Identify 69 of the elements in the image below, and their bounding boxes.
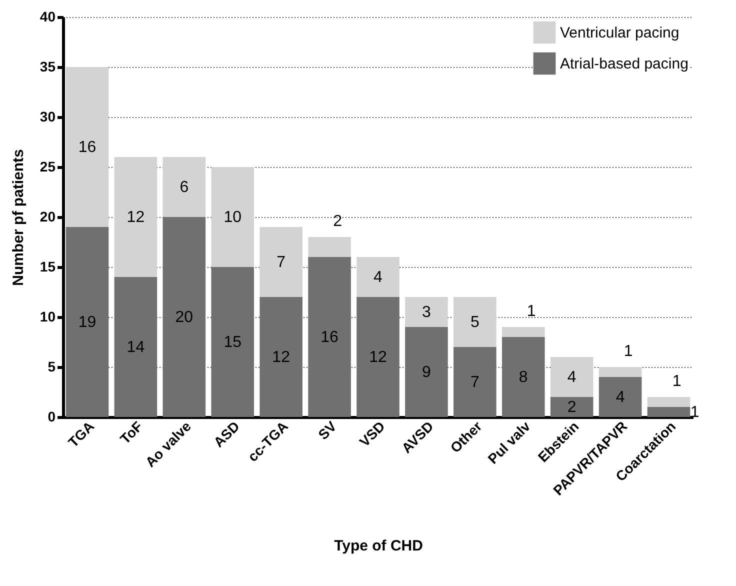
data-label: 3 bbox=[422, 304, 432, 321]
data-label: 7 bbox=[276, 254, 286, 271]
data-label: 4 bbox=[616, 389, 625, 406]
bar bbox=[550, 397, 594, 417]
bar bbox=[598, 377, 642, 417]
bar bbox=[114, 277, 158, 417]
data-label: 12 bbox=[126, 209, 145, 226]
data-label: 20 bbox=[175, 309, 194, 326]
bar bbox=[114, 157, 158, 277]
y-tick-label: 15 bbox=[40, 258, 56, 274]
bar bbox=[66, 67, 109, 227]
bar bbox=[66, 227, 109, 417]
bar bbox=[598, 367, 642, 377]
bar bbox=[308, 257, 351, 417]
x-tick-label: ToF bbox=[116, 418, 146, 447]
bar bbox=[405, 297, 448, 327]
data-label: 4 bbox=[567, 369, 576, 386]
data-label: 6 bbox=[180, 179, 189, 196]
bar bbox=[162, 157, 206, 217]
data-label: 15 bbox=[224, 334, 242, 351]
bar bbox=[162, 217, 206, 417]
bar bbox=[502, 327, 545, 337]
bar bbox=[647, 407, 690, 417]
bar bbox=[211, 267, 254, 417]
x-tick-label: TGA bbox=[64, 418, 98, 450]
data-label: 1 bbox=[526, 303, 536, 320]
bar bbox=[308, 237, 351, 257]
y-tick-label: 0 bbox=[48, 408, 56, 424]
y-tick-label: 20 bbox=[40, 208, 56, 224]
data-label: 12 bbox=[272, 349, 290, 366]
bar bbox=[211, 167, 254, 267]
data-label: 8 bbox=[518, 369, 528, 386]
x-tick-label: VSD bbox=[356, 418, 388, 450]
bar bbox=[502, 337, 545, 417]
bar bbox=[550, 357, 594, 397]
bar bbox=[260, 227, 302, 297]
data-label: 10 bbox=[224, 209, 242, 226]
x-axis-title: Type of CHD bbox=[334, 537, 424, 554]
data-label: 5 bbox=[470, 314, 480, 331]
data-label: 1 bbox=[624, 343, 633, 360]
y-axis-title: Number pf patients bbox=[10, 149, 27, 286]
x-tick-label: Pul valv bbox=[484, 418, 534, 467]
legend-label: Atrial-based pacing bbox=[560, 56, 688, 72]
y-tick-label: 5 bbox=[48, 358, 56, 374]
data-label: 9 bbox=[422, 364, 432, 381]
bar bbox=[454, 347, 496, 417]
data-label: 19 bbox=[78, 314, 96, 331]
bar bbox=[356, 257, 400, 297]
bar bbox=[647, 397, 690, 407]
y-tick-label: 25 bbox=[40, 158, 56, 174]
y-tick-label: 40 bbox=[40, 8, 56, 24]
bar bbox=[356, 297, 400, 417]
data-label: 1 bbox=[672, 373, 682, 390]
y-tick-label: 10 bbox=[40, 308, 56, 324]
data-label: 2 bbox=[567, 399, 576, 416]
data-label: 16 bbox=[320, 329, 339, 346]
data-label: 7 bbox=[470, 374, 480, 391]
data-label: 14 bbox=[126, 339, 145, 356]
data-label: 12 bbox=[369, 349, 387, 366]
bar bbox=[405, 327, 448, 417]
bar bbox=[260, 297, 302, 417]
y-tick-label: 35 bbox=[40, 58, 56, 74]
bar bbox=[454, 297, 496, 347]
data-label: 2 bbox=[333, 213, 342, 230]
legend-label: Ventricular pacing bbox=[560, 24, 680, 42]
x-tick-label: SV bbox=[314, 418, 340, 443]
data-label: 16 bbox=[78, 139, 96, 156]
data-label: 4 bbox=[374, 269, 383, 286]
y-tick-label: 30 bbox=[40, 108, 56, 124]
